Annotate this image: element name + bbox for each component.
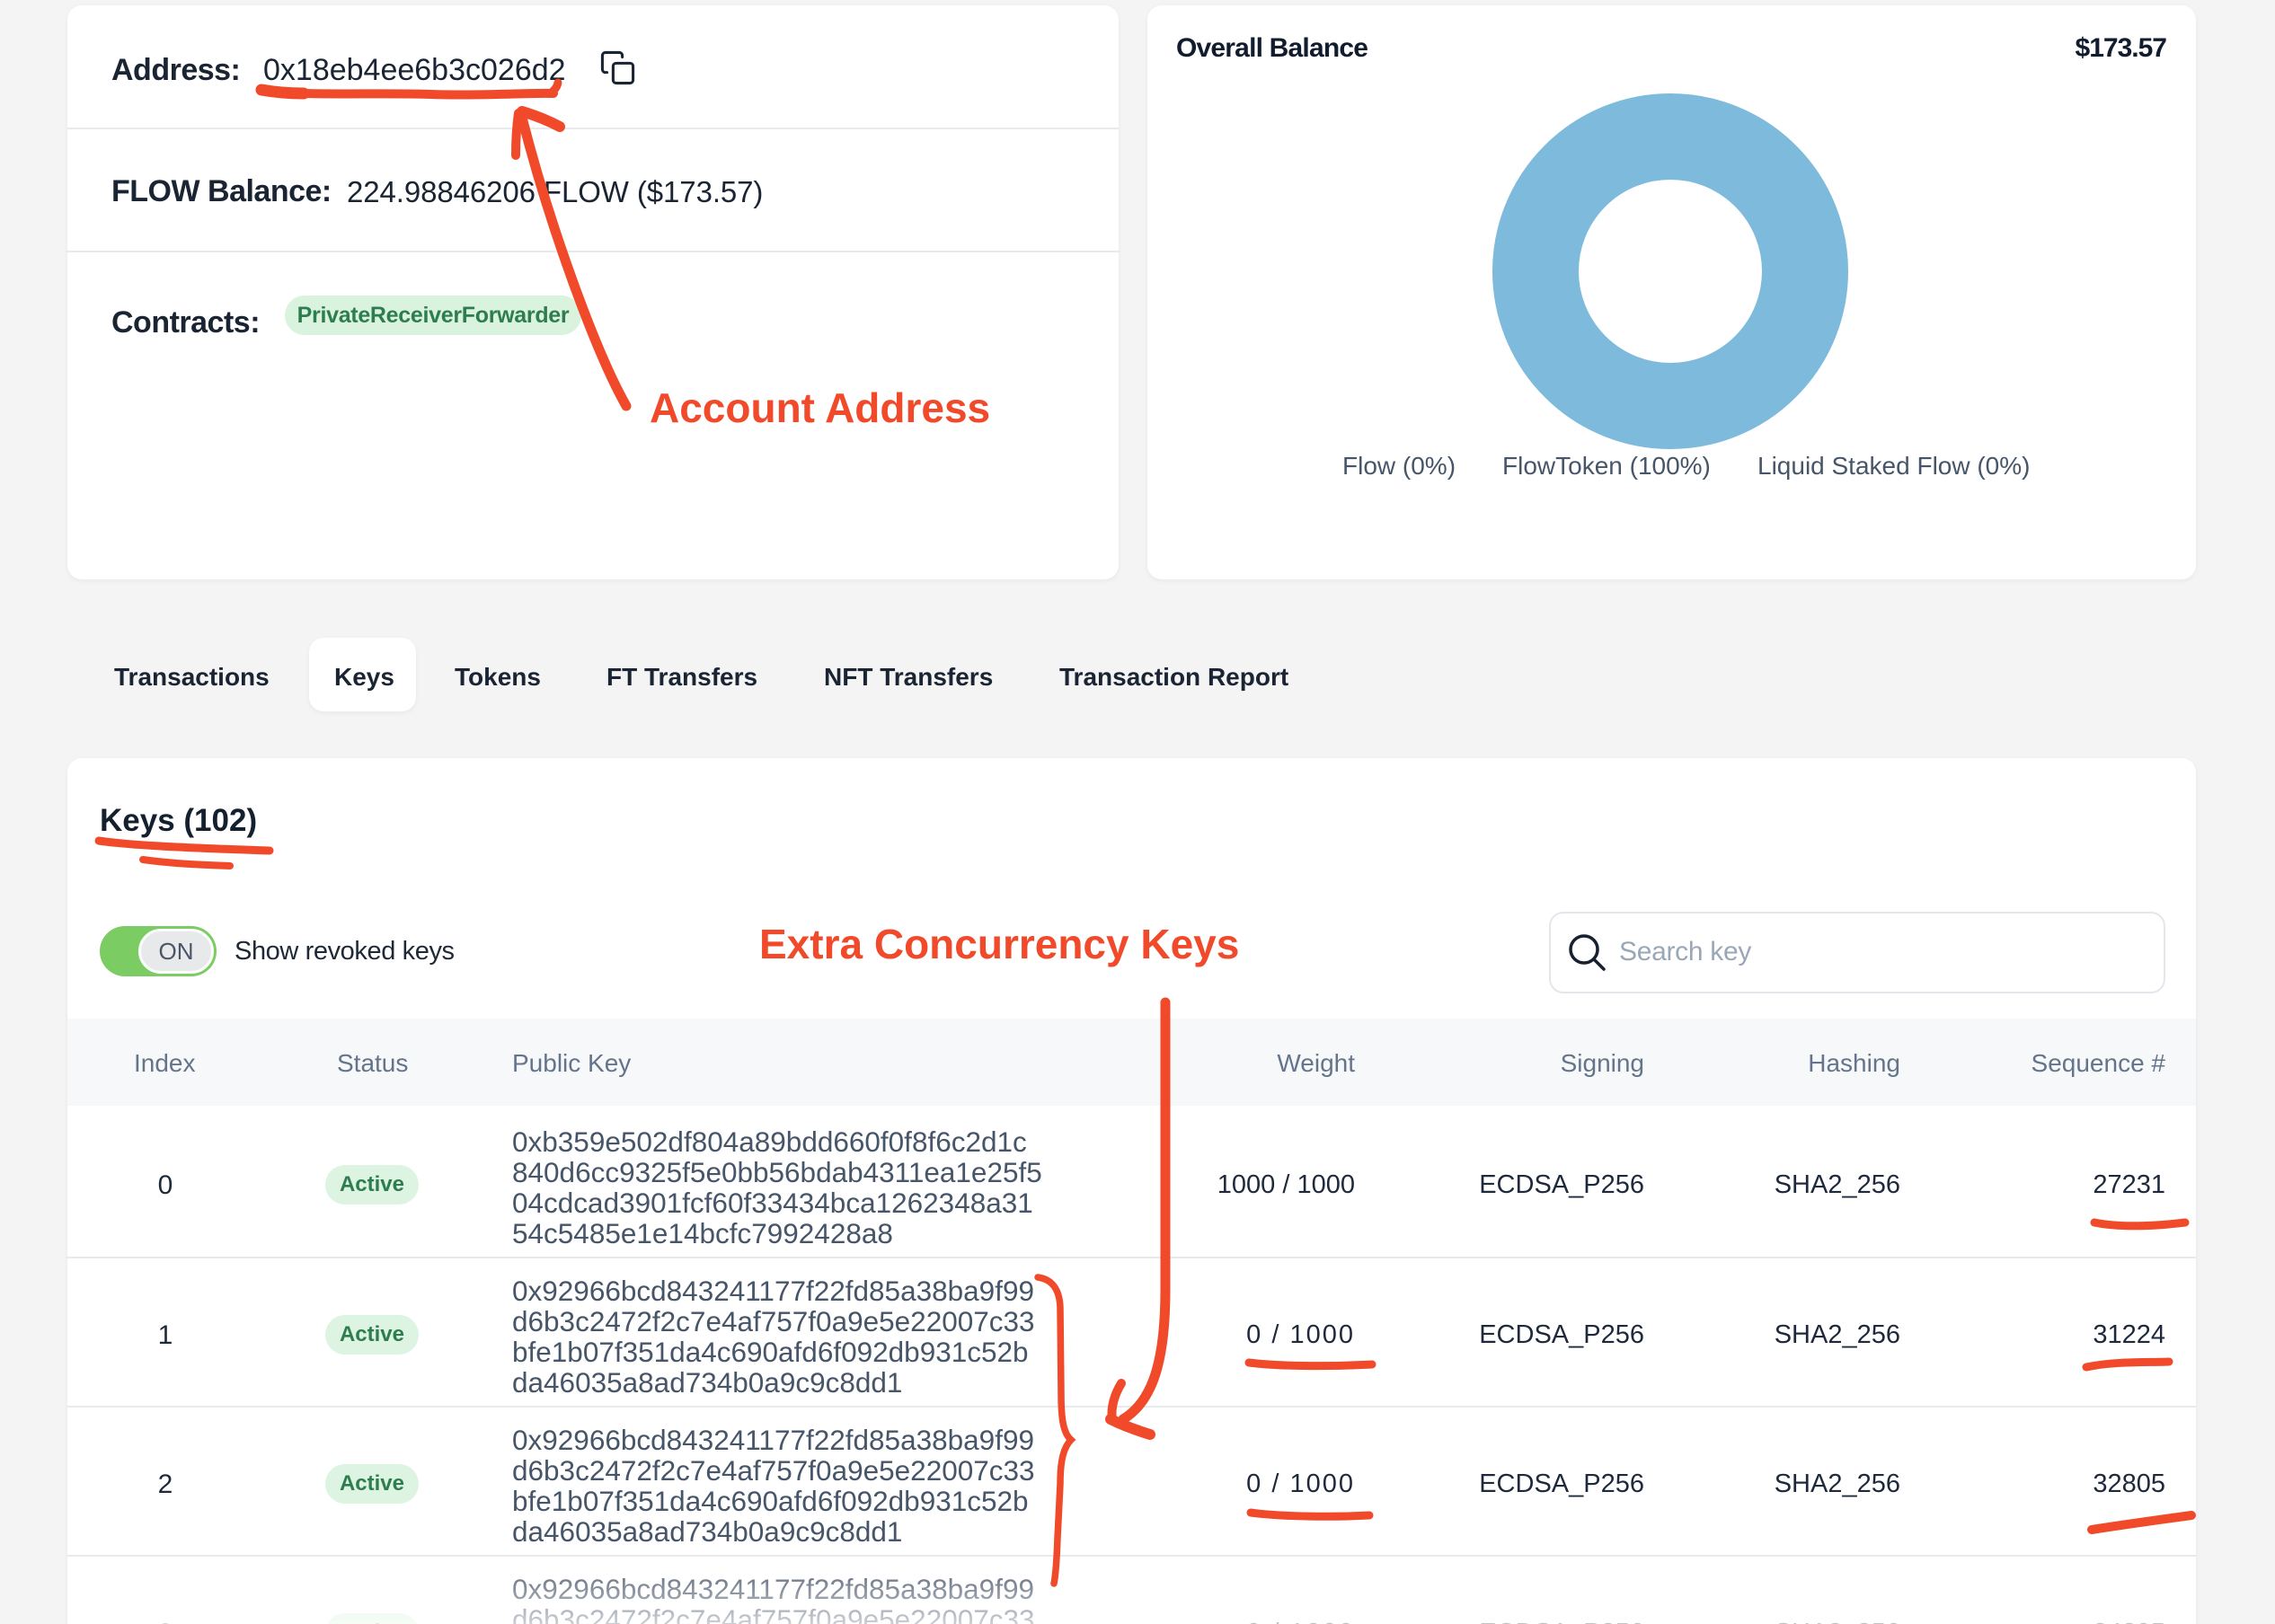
svg-text:Account Address: Account Address bbox=[650, 384, 990, 431]
svg-text:Extra Concurrency Keys: Extra Concurrency Keys bbox=[759, 921, 1239, 967]
